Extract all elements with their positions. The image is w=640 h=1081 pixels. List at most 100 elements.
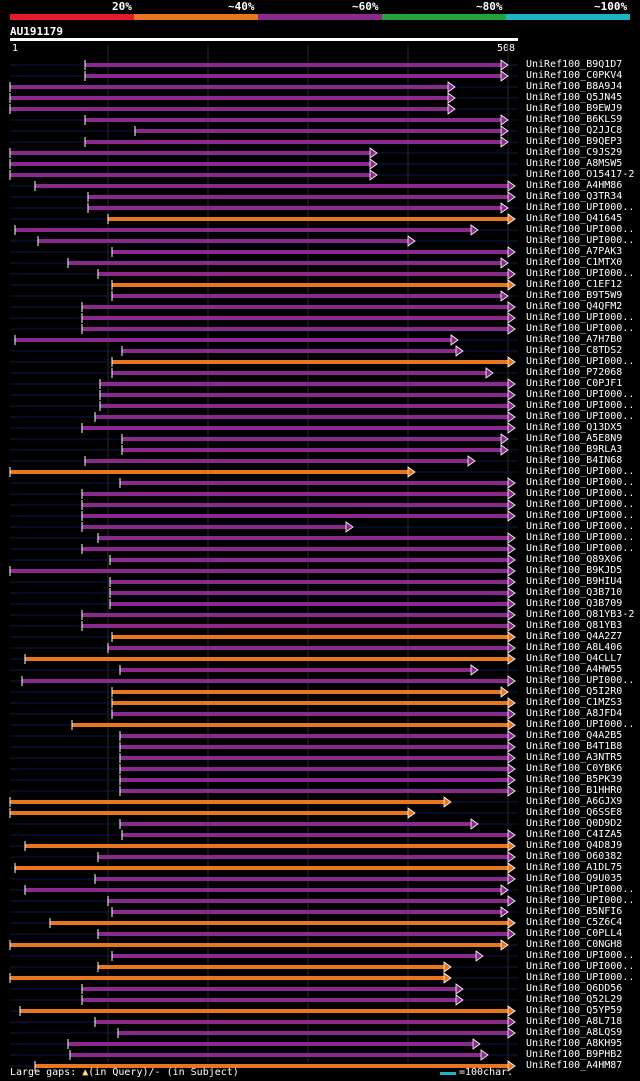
hit-label[interactable]: UniRef100_A8L718 bbox=[526, 1016, 623, 1027]
hit-bar bbox=[10, 96, 450, 100]
hit-bar bbox=[112, 360, 510, 364]
hit-label[interactable]: UniRef100_UPI000.. bbox=[526, 411, 635, 422]
hit-label[interactable]: UniRef100_B9HIU4 bbox=[526, 576, 623, 587]
hit-label[interactable]: UniRef100_UPI000.. bbox=[526, 268, 635, 279]
hit-label[interactable]: UniRef100_B9RLA3 bbox=[526, 444, 623, 455]
hit-label[interactable]: UniRef100_UPI000.. bbox=[526, 950, 635, 961]
hit-label[interactable]: UniRef100_C9JS29 bbox=[526, 147, 623, 158]
hit-label[interactable]: UniRef100_O60382 bbox=[526, 851, 623, 862]
hit-label[interactable]: UniRef100_C0PJF1 bbox=[526, 378, 623, 389]
hit-label[interactable]: UniRef100_UPI000.. bbox=[526, 972, 635, 983]
hit-label[interactable]: UniRef100_B9KJD5 bbox=[526, 565, 623, 576]
hit-label[interactable]: UniRef100_C4IZA5 bbox=[526, 829, 623, 840]
hit-label[interactable]: UniRef100_Q9U035 bbox=[526, 873, 623, 884]
hit-label[interactable]: UniRef100_Q4D8J9 bbox=[526, 840, 623, 851]
hit-label[interactable]: UniRef100_Q4A2Z7 bbox=[526, 631, 623, 642]
hit-bar bbox=[68, 261, 503, 265]
hit-label[interactable]: UniRef100_UPI000.. bbox=[526, 389, 635, 400]
hit-label[interactable]: UniRef100_Q2JJC8 bbox=[526, 125, 623, 136]
hit-label[interactable]: UniRef100_UPI000.. bbox=[526, 499, 635, 510]
hit-label[interactable]: UniRef100_Q5I2R0 bbox=[526, 686, 623, 697]
hit-label[interactable]: UniRef100_C0PKV4 bbox=[526, 70, 623, 81]
hit-label[interactable]: UniRef100_Q6DD56 bbox=[526, 983, 623, 994]
hit-label[interactable]: UniRef100_Q3B709 bbox=[526, 598, 623, 609]
hit-label[interactable]: UniRef100_UPI000.. bbox=[526, 675, 635, 686]
hit-label[interactable]: UniRef100_Q13DX5 bbox=[526, 422, 623, 433]
hit-label[interactable]: UniRef100_B1HHR0 bbox=[526, 785, 623, 796]
hit-label[interactable]: UniRef100_C5Z6C4 bbox=[526, 917, 623, 928]
hit-label[interactable]: UniRef100_Q6SSE8 bbox=[526, 807, 623, 818]
hit-label[interactable]: UniRef100_B8A9J4 bbox=[526, 81, 623, 92]
hit-label[interactable]: UniRef100_UPI000.. bbox=[526, 719, 635, 730]
hit-bar bbox=[25, 844, 510, 848]
hit-label[interactable]: UniRef100_UPI000.. bbox=[526, 961, 635, 972]
hit-label[interactable]: UniRef100_A1DL75 bbox=[526, 862, 623, 873]
hit-bar bbox=[82, 987, 458, 991]
hit-label[interactable]: UniRef100_B9T5W9 bbox=[526, 290, 623, 301]
hit-label[interactable]: UniRef100_B5PK39 bbox=[526, 774, 623, 785]
hit-label[interactable]: UniRef100_B6KLS9 bbox=[526, 114, 623, 125]
hit-label[interactable]: UniRef100_UPI000.. bbox=[526, 202, 635, 213]
hit-label[interactable]: UniRef100_C1MZS3 bbox=[526, 697, 623, 708]
hit-label[interactable]: UniRef100_UPI000.. bbox=[526, 323, 635, 334]
hit-label[interactable]: UniRef100_UPI000.. bbox=[526, 521, 635, 532]
hit-label[interactable]: UniRef100_B9EWJ9 bbox=[526, 103, 623, 114]
hit-label[interactable]: UniRef100_UPI000.. bbox=[526, 356, 635, 367]
hit-label[interactable]: UniRef100_UPI000.. bbox=[526, 466, 635, 477]
hit-label[interactable]: UniRef100_A8MSW5 bbox=[526, 158, 623, 169]
hit-label[interactable]: UniRef100_UPI000.. bbox=[526, 543, 635, 554]
hit-arrow bbox=[507, 708, 516, 720]
hit-label[interactable]: UniRef100_A6GJX9 bbox=[526, 796, 623, 807]
hit-label[interactable]: UniRef100_Q5JN45 bbox=[526, 92, 623, 103]
hit-label[interactable]: UniRef100_B9QEP3 bbox=[526, 136, 623, 147]
hit-label[interactable]: UniRef100_Q41645 bbox=[526, 213, 623, 224]
hit-label[interactable]: UniRef100_Q89X06 bbox=[526, 554, 623, 565]
hit-label[interactable]: UniRef100_A8KH95 bbox=[526, 1038, 623, 1049]
hit-label[interactable]: UniRef100_C0PLL4 bbox=[526, 928, 623, 939]
hit-bar bbox=[10, 811, 410, 815]
hit-label[interactable]: UniRef100_O15417-2 bbox=[526, 169, 635, 180]
hit-label[interactable]: UniRef100_B5NFI6 bbox=[526, 906, 623, 917]
hit-label[interactable]: UniRef100_B9Q1D7 bbox=[526, 59, 623, 70]
hit-label[interactable]: UniRef100_A8L406 bbox=[526, 642, 623, 653]
hit-label[interactable]: UniRef100_UPI000.. bbox=[526, 895, 635, 906]
hit-label[interactable]: UniRef100_A7PAK3 bbox=[526, 246, 623, 257]
hit-label[interactable]: UniRef100_C0NGH8 bbox=[526, 939, 623, 950]
hit-label[interactable]: UniRef100_Q52L29 bbox=[526, 994, 623, 1005]
hit-label[interactable]: UniRef100_Q3TR34 bbox=[526, 191, 623, 202]
hit-label[interactable]: UniRef100_UPI000.. bbox=[526, 510, 635, 521]
hit-label[interactable]: UniRef100_A4HM87 bbox=[526, 1060, 623, 1071]
hit-label[interactable]: UniRef100_UPI000.. bbox=[526, 477, 635, 488]
hit-label[interactable]: UniRef100_A5E8N9 bbox=[526, 433, 623, 444]
hit-label[interactable]: UniRef100_UPI000.. bbox=[526, 400, 635, 411]
hit-label[interactable]: UniRef100_C1EF12 bbox=[526, 279, 623, 290]
hit-label[interactable]: UniRef100_UPI000.. bbox=[526, 488, 635, 499]
hit-arrow bbox=[507, 741, 516, 753]
hit-label[interactable]: UniRef100_Q4QFM2 bbox=[526, 301, 623, 312]
hit-label[interactable]: UniRef100_B4IN68 bbox=[526, 455, 623, 466]
hit-label[interactable]: UniRef100_UPI000.. bbox=[526, 224, 635, 235]
hit-label[interactable]: UniRef100_A4HM86 bbox=[526, 180, 623, 191]
hit-label[interactable]: UniRef100_Q5YP59 bbox=[526, 1005, 623, 1016]
hit-label[interactable]: UniRef100_C8TDS2 bbox=[526, 345, 623, 356]
hit-label[interactable]: UniRef100_A7H7B0 bbox=[526, 334, 623, 345]
hit-label[interactable]: UniRef100_C1MTX0 bbox=[526, 257, 623, 268]
hit-label[interactable]: UniRef100_B9PHB2 bbox=[526, 1049, 623, 1060]
hit-label[interactable]: UniRef100_Q4A2B5 bbox=[526, 730, 623, 741]
hit-label[interactable]: UniRef100_UPI000.. bbox=[526, 312, 635, 323]
hit-label[interactable]: UniRef100_UPI000.. bbox=[526, 884, 635, 895]
hit-label[interactable]: UniRef100_Q3B710 bbox=[526, 587, 623, 598]
hit-label[interactable]: UniRef100_A3NTR5 bbox=[526, 752, 623, 763]
hit-label[interactable]: UniRef100_Q81YB3-2 bbox=[526, 609, 635, 620]
hit-label[interactable]: UniRef100_Q81YB3 bbox=[526, 620, 623, 631]
hit-label[interactable]: UniRef100_UPI000.. bbox=[526, 532, 635, 543]
hit-label[interactable]: UniRef100_P72068 bbox=[526, 367, 623, 378]
hit-label[interactable]: UniRef100_UPI000.. bbox=[526, 235, 635, 246]
hit-label[interactable]: UniRef100_C0YBK6 bbox=[526, 763, 623, 774]
hit-label[interactable]: UniRef100_Q4CLL7 bbox=[526, 653, 623, 664]
hit-label[interactable]: UniRef100_A8JFD4 bbox=[526, 708, 623, 719]
hit-label[interactable]: UniRef100_A8LQS9 bbox=[526, 1027, 623, 1038]
hit-label[interactable]: UniRef100_A4HW55 bbox=[526, 664, 623, 675]
hit-label[interactable]: UniRef100_Q0D9D2 bbox=[526, 818, 623, 829]
hit-label[interactable]: UniRef100_B4T1B8 bbox=[526, 741, 623, 752]
